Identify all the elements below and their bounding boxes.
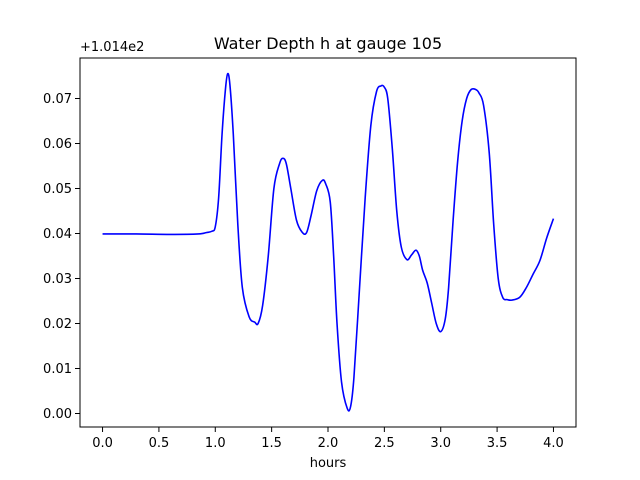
x-tick-label: 2.5: [374, 436, 395, 451]
x-tick-label: 1.5: [261, 436, 282, 451]
y-tick-label: 0.06: [43, 137, 72, 152]
x-tick-label: 3.0: [430, 436, 451, 451]
x-tick-label: 0.0: [92, 436, 113, 451]
chart-title: Water Depth h at gauge 105: [214, 34, 442, 53]
y-tick-label: 0.01: [43, 362, 72, 377]
y-tick-label: 0.03: [43, 272, 72, 287]
plot-area: [79, 57, 577, 428]
y-tick-label: 0.00: [43, 407, 72, 422]
x-tick-label: 3.5: [487, 436, 508, 451]
y-offset-label: +1.014e2: [80, 40, 144, 55]
y-axis: 0.00 0.01 0.02 0.03 0.04 0.05 0.06 0.07: [43, 92, 80, 422]
y-tick-label: 0.02: [43, 317, 72, 332]
y-tick-label: 0.04: [43, 227, 72, 242]
x-tick-label: 0.5: [149, 436, 170, 451]
x-axis: 0.0 0.5 1.0 1.5 2.0 2.5 3.0 3.5 4.0: [92, 427, 564, 451]
x-tick-label: 1.0: [205, 436, 226, 451]
y-tick-label: 0.07: [43, 92, 72, 107]
series-line: [102, 72, 555, 412]
x-axis-label: hours: [310, 456, 347, 471]
x-tick-label: 2.0: [318, 436, 339, 451]
y-tick-label: 0.05: [43, 182, 72, 197]
x-tick-label: 4.0: [543, 436, 564, 451]
